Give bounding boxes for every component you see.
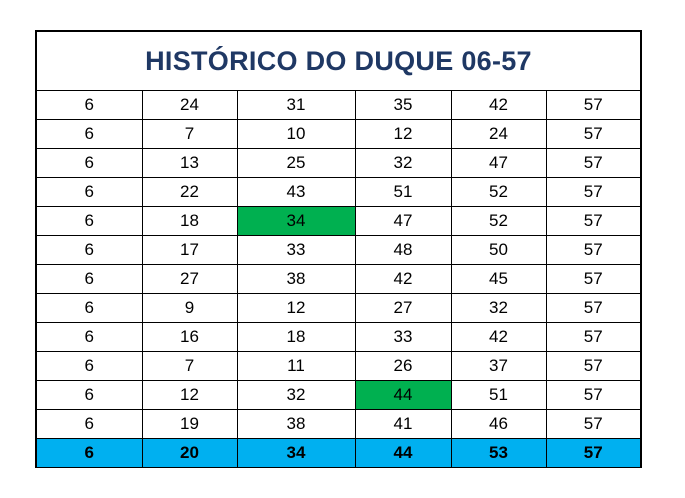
table-row: 6 18 34 47 52 57 (37, 206, 640, 236)
table-cell[interactable]: 32 (450, 293, 547, 323)
table-row: 6 13 25 32 47 57 (37, 148, 640, 178)
table-cell[interactable]: 26 (354, 351, 452, 381)
highlighted-cell[interactable]: 44 (354, 380, 452, 410)
table-cell[interactable]: 12 (141, 380, 238, 410)
table-cell[interactable]: 24 (141, 91, 238, 120)
table-row: 6 16 18 33 42 57 (37, 322, 640, 352)
table-cell[interactable]: 37 (450, 351, 547, 381)
table-row: 6 24 31 35 42 57 (37, 91, 640, 120)
sheet-title: HISTÓRICO DO DUQUE 06-57 (37, 32, 640, 91)
table-cell[interactable]: 24 (450, 119, 547, 149)
total-cell[interactable]: 20 (141, 438, 238, 467)
table-cell[interactable]: 57 (545, 148, 640, 178)
table-cell[interactable]: 6 (37, 322, 143, 352)
table-cell[interactable]: 57 (545, 206, 640, 236)
table-cell[interactable]: 43 (236, 177, 356, 207)
table-cell[interactable]: 45 (450, 264, 547, 294)
total-cell[interactable]: 57 (545, 438, 640, 467)
table-cell[interactable]: 51 (450, 380, 547, 410)
table-cell[interactable]: 6 (37, 206, 143, 236)
table-row: 6 19 38 41 46 57 (37, 409, 640, 439)
table-cell[interactable]: 12 (354, 119, 452, 149)
table-cell[interactable]: 31 (236, 91, 356, 120)
table-cell[interactable]: 7 (141, 351, 238, 381)
table-row: 6 7 10 12 24 57 (37, 119, 640, 149)
table-cell[interactable]: 18 (236, 322, 356, 352)
table-cell[interactable]: 6 (37, 91, 143, 120)
table-cell[interactable]: 6 (37, 380, 143, 410)
table-cell[interactable]: 47 (354, 206, 452, 236)
table-cell[interactable]: 32 (236, 380, 356, 410)
table-cell[interactable]: 6 (37, 177, 143, 207)
table-cell[interactable]: 57 (545, 177, 640, 207)
table-cell[interactable]: 17 (141, 235, 238, 265)
highlighted-cell[interactable]: 34 (236, 206, 356, 236)
table-cell[interactable]: 42 (450, 322, 547, 352)
table-cell[interactable]: 6 (37, 351, 143, 381)
table-cell[interactable]: 9 (141, 293, 238, 323)
table-cell[interactable]: 25 (236, 148, 356, 178)
table-cell[interactable]: 19 (141, 409, 238, 439)
table-cell[interactable]: 41 (354, 409, 452, 439)
table-cell[interactable]: 51 (354, 177, 452, 207)
table-cell[interactable]: 48 (354, 235, 452, 265)
total-cell[interactable]: 6 (37, 438, 143, 467)
table-cell[interactable]: 52 (450, 177, 547, 207)
total-cell[interactable]: 53 (450, 438, 547, 467)
table-cell[interactable]: 57 (545, 264, 640, 294)
table-cell[interactable]: 10 (236, 119, 356, 149)
table-cell[interactable]: 22 (141, 177, 238, 207)
table-cell[interactable]: 57 (545, 380, 640, 410)
table-cell[interactable]: 27 (354, 293, 452, 323)
table-cell[interactable]: 47 (450, 148, 547, 178)
table-cell[interactable]: 57 (545, 119, 640, 149)
table-cell[interactable]: 42 (354, 264, 452, 294)
table-cell[interactable]: 33 (354, 322, 452, 352)
table-cell[interactable]: 57 (545, 351, 640, 381)
table-row: 6 27 38 42 45 57 (37, 264, 640, 294)
table-cell[interactable]: 46 (450, 409, 547, 439)
spreadsheet: HISTÓRICO DO DUQUE 06-57 6 24 31 35 42 57 6 7 10… (35, 30, 642, 468)
table-cell[interactable]: 27 (141, 264, 238, 294)
table-cell[interactable]: 52 (450, 206, 547, 236)
table-body: 6 24 31 35 42 57 6 7 10 12 24 57 6 13 25 32 47 57 6 22 43 51 5… (37, 91, 640, 467)
table-cell[interactable]: 12 (236, 293, 356, 323)
table-row: 6 22 43 51 52 57 (37, 177, 640, 207)
table-cell[interactable]: 57 (545, 235, 640, 265)
table-cell[interactable]: 6 (37, 148, 143, 178)
table-row: 6 12 32 44 51 57 (37, 380, 640, 410)
table-cell[interactable]: 38 (236, 409, 356, 439)
numbers-table: 6 24 31 35 42 57 6 7 10 12 24 57 6 13 25 32 47 57 6 22 43 51 5… (37, 91, 640, 467)
table-cell[interactable]: 57 (545, 409, 640, 439)
table-cell[interactable]: 11 (236, 351, 356, 381)
table-row: 6 9 12 27 32 57 (37, 293, 640, 323)
table-cell[interactable]: 32 (354, 148, 452, 178)
table-cell[interactable]: 16 (141, 322, 238, 352)
table-cell[interactable]: 38 (236, 264, 356, 294)
table-row: 6 17 33 48 50 57 (37, 235, 640, 265)
table-cell[interactable]: 35 (354, 91, 452, 120)
table-cell[interactable]: 6 (37, 293, 143, 323)
table-row: 6 7 11 26 37 57 (37, 351, 640, 381)
table-cell[interactable]: 33 (236, 235, 356, 265)
table-cell[interactable]: 50 (450, 235, 547, 265)
table-cell[interactable]: 57 (545, 322, 640, 352)
total-row: 6 20 34 44 53 57 (37, 438, 640, 467)
table-cell[interactable]: 57 (545, 91, 640, 120)
table-cell[interactable]: 13 (141, 148, 238, 178)
total-cell[interactable]: 44 (354, 438, 452, 467)
table-cell[interactable]: 57 (545, 293, 640, 323)
total-cell[interactable]: 34 (236, 438, 356, 467)
table-cell[interactable]: 18 (141, 206, 238, 236)
table-cell[interactable]: 42 (450, 91, 547, 120)
table-cell[interactable]: 7 (141, 119, 238, 149)
table-cell[interactable]: 6 (37, 409, 143, 439)
table-cell[interactable]: 6 (37, 119, 143, 149)
table-cell[interactable]: 6 (37, 264, 143, 294)
table-cell[interactable]: 6 (37, 235, 143, 265)
